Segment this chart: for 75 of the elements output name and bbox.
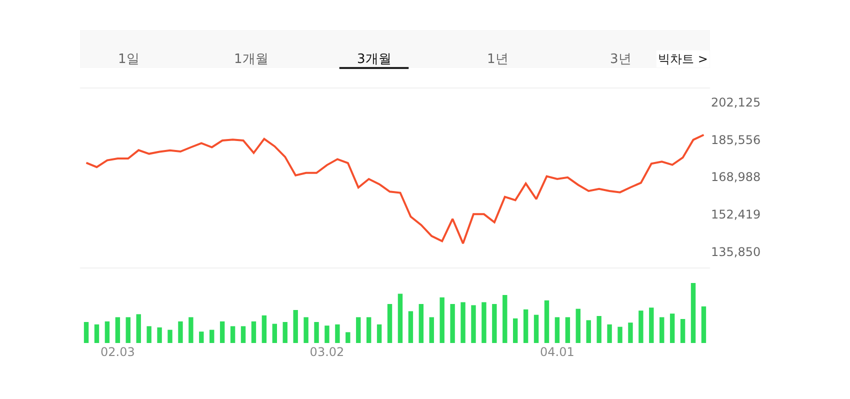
bar bbox=[701, 306, 706, 343]
bar bbox=[408, 311, 414, 343]
bar bbox=[272, 324, 278, 343]
bar bbox=[502, 295, 508, 343]
bar bbox=[576, 308, 580, 343]
bar bbox=[565, 317, 570, 343]
bar bbox=[251, 321, 256, 343]
y-tick-label: 202,125 bbox=[711, 96, 761, 110]
bar bbox=[210, 330, 214, 343]
bar bbox=[638, 310, 644, 343]
bar bbox=[115, 317, 120, 343]
bar bbox=[680, 319, 686, 343]
bar bbox=[534, 314, 539, 343]
bar bbox=[104, 321, 110, 343]
bar bbox=[607, 324, 612, 343]
bar bbox=[366, 317, 372, 343]
bar bbox=[482, 302, 486, 343]
x-tick-label: 04.01 bbox=[540, 345, 574, 359]
y-tick-label: 135,850 bbox=[711, 244, 761, 259]
bar bbox=[690, 283, 696, 343]
bar bbox=[440, 297, 444, 343]
bar bbox=[293, 310, 298, 343]
text: 3개월 bbox=[357, 52, 392, 67]
bar bbox=[376, 324, 382, 343]
bar bbox=[199, 332, 204, 343]
y-tick-label: 168,988 bbox=[711, 170, 761, 184]
bar bbox=[618, 326, 622, 343]
bar bbox=[628, 322, 633, 343]
bar bbox=[544, 300, 550, 343]
bar bbox=[346, 332, 350, 343]
bar bbox=[157, 327, 162, 343]
text: 1년 bbox=[487, 52, 508, 67]
bar bbox=[660, 317, 664, 343]
bar bbox=[126, 317, 130, 343]
y-tick-label: 152,419 bbox=[711, 208, 761, 222]
bar bbox=[670, 314, 675, 343]
y-tick-label: 185,556 bbox=[711, 132, 761, 147]
bar bbox=[240, 326, 246, 343]
bar bbox=[450, 304, 455, 343]
bar bbox=[324, 326, 330, 343]
bar bbox=[262, 315, 267, 343]
bar bbox=[429, 317, 434, 343]
bar bbox=[356, 317, 361, 343]
bar bbox=[418, 304, 424, 343]
text: 빅차트 > bbox=[658, 52, 708, 66]
bar bbox=[230, 326, 236, 343]
bar bbox=[492, 304, 497, 343]
bar bbox=[335, 324, 340, 343]
bar bbox=[554, 317, 560, 343]
bar bbox=[304, 317, 308, 343]
bar bbox=[94, 324, 100, 343]
bar bbox=[460, 302, 466, 343]
bar bbox=[220, 321, 225, 343]
bar bbox=[398, 294, 403, 343]
bar bbox=[471, 305, 476, 343]
text: 1일 bbox=[118, 52, 140, 67]
bar bbox=[596, 316, 602, 343]
text: 3년 bbox=[610, 52, 632, 67]
x-tick-label: 02.03 bbox=[100, 345, 135, 359]
bar bbox=[178, 321, 183, 343]
bar bbox=[282, 322, 288, 343]
bar bbox=[136, 314, 141, 343]
bar bbox=[586, 320, 591, 343]
bar bbox=[84, 322, 89, 343]
bar bbox=[188, 317, 194, 343]
bar bbox=[649, 308, 654, 343]
text: 1개월 bbox=[234, 52, 268, 67]
bar bbox=[314, 322, 319, 343]
line-series bbox=[85, 134, 705, 244]
bar bbox=[146, 326, 152, 343]
bar bbox=[523, 309, 528, 343]
bar bbox=[512, 318, 518, 343]
bar bbox=[168, 330, 172, 343]
x-tick-label: 03.02 bbox=[310, 345, 344, 359]
bar bbox=[387, 304, 392, 343]
